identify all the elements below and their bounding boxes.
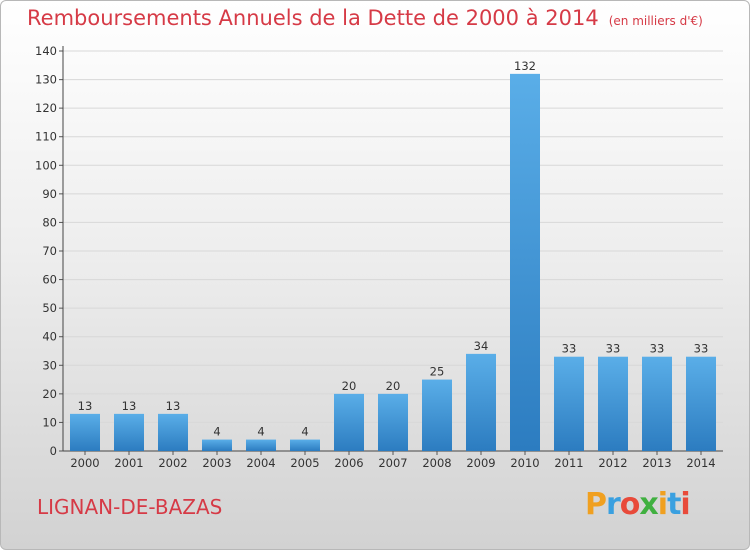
y-tick-label: 40 xyxy=(42,330,57,344)
x-tick-label: 2011 xyxy=(554,456,583,470)
data-label-2008: 25 xyxy=(430,365,445,379)
y-tick-label: 60 xyxy=(42,273,57,287)
x-tick-labels: 2000 2001 2002 2003 2004 2005 2006 2007 2008 2009… xyxy=(70,456,715,470)
x-tick-label: 2007 xyxy=(378,456,407,470)
bar-2006[interactable] xyxy=(334,393,364,451)
data-label-2009: 34 xyxy=(474,339,489,353)
y-tick-label: 100 xyxy=(35,158,57,172)
y-tick-labels: 0 10 20 30 40 50 60 70 80 90 100 110 120 130 140 xyxy=(35,44,57,458)
logo-letter: i xyxy=(680,487,690,522)
bar-2012[interactable] xyxy=(598,356,628,451)
logo-letter: P xyxy=(585,487,607,522)
logo-letter: r xyxy=(606,487,621,522)
data-label-2000: 13 xyxy=(78,399,93,413)
bar-2004[interactable] xyxy=(246,439,276,451)
y-tick-label: 120 xyxy=(35,101,57,115)
data-label-2012: 33 xyxy=(606,342,621,356)
data-label-2003: 4 xyxy=(213,425,220,439)
logo-letter: i xyxy=(657,487,668,522)
proxiti-logo[interactable]: Proxiti xyxy=(585,487,691,522)
bar-2013[interactable] xyxy=(642,356,672,451)
data-label-2002: 13 xyxy=(166,399,181,413)
bar-2009[interactable] xyxy=(466,353,496,451)
y-tick-label: 110 xyxy=(35,130,57,144)
x-tick-label: 2009 xyxy=(466,456,495,470)
data-label-2011: 33 xyxy=(562,342,577,356)
data-label-2001: 13 xyxy=(122,399,137,413)
x-tick-label: 2008 xyxy=(422,456,451,470)
y-tick-label: 140 xyxy=(35,44,57,58)
x-tick-label: 2006 xyxy=(334,456,363,470)
commune-name: LIGNAN-DE-BAZAS xyxy=(37,495,223,519)
bars xyxy=(70,73,716,451)
y-tick-label: 70 xyxy=(42,244,57,258)
chart-title-text: Remboursements Annuels de la Dette de 20… xyxy=(27,6,599,30)
y-tick-label: 90 xyxy=(42,187,57,201)
y-tick-label: 0 xyxy=(50,444,57,458)
data-label-2010: 132 xyxy=(514,59,536,73)
data-label-2014: 33 xyxy=(694,342,709,356)
logo-letter: o xyxy=(619,487,641,522)
y-tick-label: 80 xyxy=(42,215,57,229)
data-label-2013: 33 xyxy=(650,342,665,356)
x-tick-label: 2002 xyxy=(158,456,187,470)
y-tick-label: 30 xyxy=(42,358,57,372)
data-label-2007: 20 xyxy=(386,379,401,393)
x-tick-label: 2000 xyxy=(70,456,99,470)
y-tick-label: 20 xyxy=(42,387,57,401)
x-tick-label: 2005 xyxy=(290,456,319,470)
bar-2011[interactable] xyxy=(554,356,584,451)
y-tick-label: 130 xyxy=(35,73,57,87)
bar-2008[interactable] xyxy=(422,379,452,451)
x-tick-label: 2012 xyxy=(598,456,627,470)
bar-2014[interactable] xyxy=(686,356,716,451)
x-tick-label: 2014 xyxy=(686,456,715,470)
data-label-2006: 20 xyxy=(342,379,357,393)
bar-2003[interactable] xyxy=(202,439,232,451)
bar-2005[interactable] xyxy=(290,439,320,451)
data-label-2004: 4 xyxy=(257,425,264,439)
bar-2000[interactable] xyxy=(70,413,100,451)
logo-letter: x xyxy=(639,487,658,522)
x-tick-label: 2001 xyxy=(114,456,143,470)
bar-2007[interactable] xyxy=(378,393,408,451)
bar-2010[interactable] xyxy=(510,73,540,451)
x-tick-label: 2004 xyxy=(246,456,275,470)
chart-unit: (en milliers d'€) xyxy=(608,14,703,28)
chart-title: Remboursements Annuels de la Dette de 20… xyxy=(27,6,703,30)
bar-2002[interactable] xyxy=(158,413,188,451)
y-tick-label: 50 xyxy=(42,301,57,315)
bar-2001[interactable] xyxy=(114,413,144,451)
x-tick-label: 2013 xyxy=(642,456,671,470)
y-tick-label: 10 xyxy=(42,415,57,429)
data-labels: 13 13 13 4 4 4 20 20 25 34 132 33 33 33 33 xyxy=(78,59,709,439)
logo-letter: t xyxy=(667,487,681,522)
data-label-2005: 4 xyxy=(301,425,308,439)
x-tick-label: 2010 xyxy=(510,456,539,470)
x-tick-label: 2003 xyxy=(202,456,231,470)
